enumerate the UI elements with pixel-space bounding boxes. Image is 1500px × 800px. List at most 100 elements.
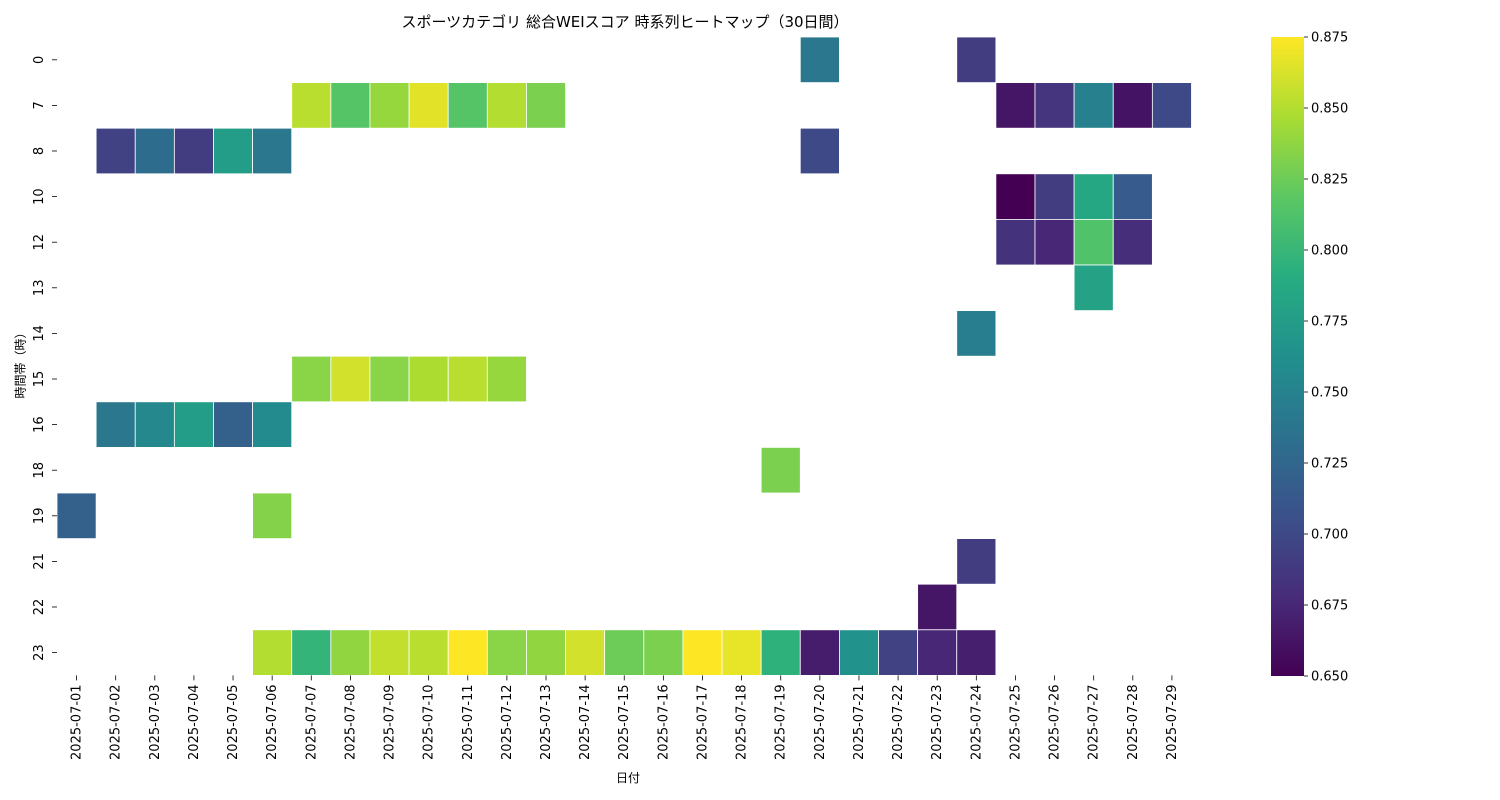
y-tick-label: 15 xyxy=(32,371,47,388)
heatmap-cell xyxy=(995,173,1036,220)
heatmap-cell xyxy=(173,401,214,448)
x-tick-label: 2025-07-15 xyxy=(617,684,632,760)
x-tick-label: 2025-07-03 xyxy=(148,684,163,760)
heatmap-cell xyxy=(408,82,449,129)
heatmap-cell xyxy=(486,82,527,129)
heatmap-cell xyxy=(252,127,293,175)
x-tick-label: 2025-07-21 xyxy=(852,684,867,760)
x-tick-label: 2025-07-16 xyxy=(656,684,671,760)
x-tick-label: 2025-07-28 xyxy=(1126,684,1141,760)
x-tick-label: 2025-07-20 xyxy=(813,684,828,760)
heatmap-cell xyxy=(760,446,801,494)
heatmap-cell xyxy=(1073,218,1114,266)
y-tick-label: 0 xyxy=(32,56,47,64)
x-tick-label: 2025-07-19 xyxy=(774,684,789,760)
heatmap-cell xyxy=(408,355,449,403)
heatmap-cell xyxy=(486,355,527,403)
heatmap-cell xyxy=(330,355,371,403)
heatmap-cell xyxy=(252,629,293,676)
heatmap-cell xyxy=(604,629,645,676)
x-tick-label: 2025-07-25 xyxy=(1008,684,1023,760)
heatmap-cell xyxy=(408,629,449,676)
heatmap-cell xyxy=(95,401,136,448)
y-tick-labels: 0 7 8 10 12 13 14 15 16 18 19 21 22 23 xyxy=(32,56,57,661)
x-tick-label: 2025-07-17 xyxy=(695,684,710,760)
colorbar-tick-label: 0.750 xyxy=(1311,386,1348,401)
x-tick-label: 2025-07-04 xyxy=(187,684,202,760)
heatmap-cell xyxy=(213,401,253,448)
heatmap-cell xyxy=(878,629,919,676)
heatmap-cell xyxy=(956,538,997,585)
colorbar-tick-label: 0.825 xyxy=(1311,173,1348,188)
y-tick-label: 14 xyxy=(32,325,47,342)
heatmap-cell xyxy=(839,629,879,676)
heatmap-cell xyxy=(369,82,410,129)
heatmap-cell xyxy=(1112,82,1153,129)
heatmap-cell xyxy=(917,629,958,676)
heatmap-cell xyxy=(369,355,410,403)
heatmap-cell xyxy=(643,629,684,676)
heatmap-cell xyxy=(995,82,1036,129)
x-tick-label: 2025-07-11 xyxy=(461,684,476,760)
heatmap-cell xyxy=(956,36,997,83)
y-tick-label: 12 xyxy=(32,234,47,251)
heatmap-cell xyxy=(1151,82,1192,129)
heatmap-cell xyxy=(526,82,566,129)
x-tick-labels: 2025-07-01 2025-07-02 2025-07-03 2025-07-04… xyxy=(70,675,1180,760)
x-tick-label: 2025-07-22 xyxy=(891,684,906,760)
heatmap-cell xyxy=(956,629,997,676)
x-tick-label: 2025-07-07 xyxy=(304,684,319,760)
heatmap-cell xyxy=(760,629,801,676)
chart-title: スポーツカテゴリ 総合WEIスコア 時系列ヒートマップ（30日間） xyxy=(401,13,849,31)
heatmap-cell xyxy=(799,127,840,175)
y-tick-label: 10 xyxy=(32,188,47,205)
x-tick-label: 2025-07-06 xyxy=(265,684,280,760)
heatmap-cell xyxy=(173,127,214,175)
heatmap-cell xyxy=(447,355,488,403)
heatmap-cell xyxy=(291,355,332,403)
x-tick-label: 2025-07-12 xyxy=(500,684,515,760)
y-tick-label: 7 xyxy=(32,101,47,109)
x-tick-label: 2025-07-01 xyxy=(70,684,85,760)
y-tick-label: 23 xyxy=(32,644,47,661)
heatmap-cell xyxy=(252,492,293,539)
heatmap-cell xyxy=(1112,173,1153,220)
x-tick-label: 2025-07-02 xyxy=(109,684,124,760)
heatmap-cell xyxy=(917,583,958,631)
x-axis-label: 日付 xyxy=(615,771,640,785)
colorbar-tick-label: 0.800 xyxy=(1311,244,1348,259)
x-tick-label: 2025-07-05 xyxy=(226,684,241,760)
y-tick-label: 13 xyxy=(32,280,47,297)
y-tick-label: 16 xyxy=(32,416,47,433)
heatmap-cell xyxy=(1034,82,1075,129)
heatmap-cell xyxy=(213,127,253,175)
x-tick-label: 2025-07-29 xyxy=(1165,684,1180,760)
x-tick-label: 2025-07-09 xyxy=(383,684,398,760)
y-tick-label: 21 xyxy=(32,553,47,570)
heatmap-cell xyxy=(565,629,606,676)
heatmap-cell xyxy=(330,629,371,676)
heatmap-cell xyxy=(134,127,175,175)
heatmap-cell xyxy=(330,82,371,129)
heatmap-cell xyxy=(682,629,723,676)
colorbar-tick-label: 0.700 xyxy=(1311,528,1348,543)
y-tick-label: 19 xyxy=(32,508,47,525)
colorbar-tick-label: 0.775 xyxy=(1311,315,1348,330)
x-tick-label: 2025-07-14 xyxy=(578,684,593,760)
heatmap-cell xyxy=(799,629,840,676)
heatmap-cell xyxy=(526,629,566,676)
colorbar-tick-label: 0.675 xyxy=(1311,599,1348,614)
heatmap-cells xyxy=(56,36,1192,676)
heatmap-cell xyxy=(1073,264,1114,311)
y-tick-label: 18 xyxy=(32,462,47,479)
heatmap-cell xyxy=(1112,218,1153,266)
colorbar-tick-label: 0.650 xyxy=(1311,670,1348,685)
heatmap-cell xyxy=(447,629,488,676)
y-tick-label: 8 xyxy=(32,147,47,155)
heatmap-cell xyxy=(291,629,332,676)
heatmap-cell xyxy=(369,629,410,676)
heatmap-cell xyxy=(956,310,997,357)
colorbar-tick-label: 0.725 xyxy=(1311,457,1348,472)
y-tick-label: 22 xyxy=(32,599,47,616)
